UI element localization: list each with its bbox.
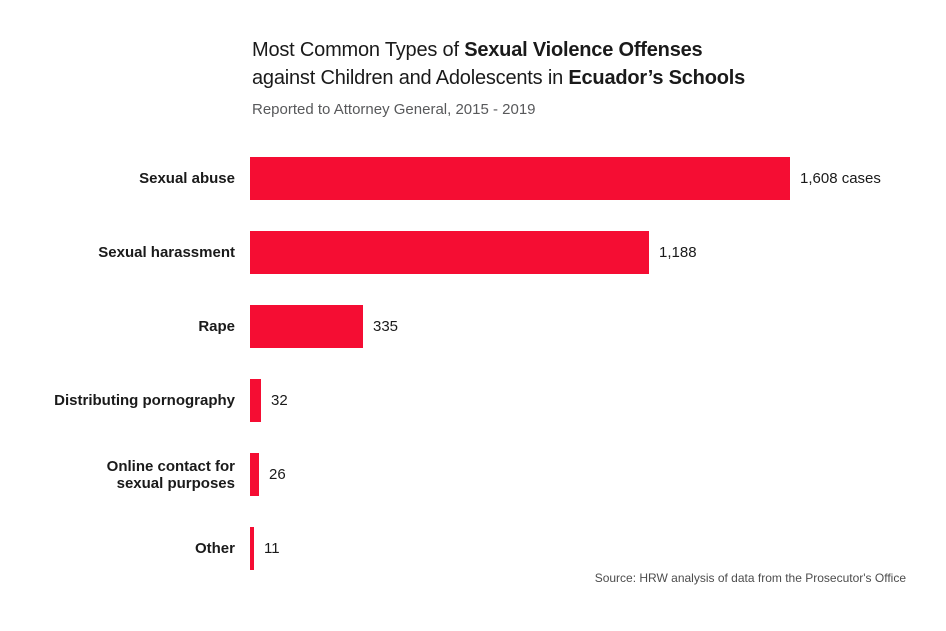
bar-track: 32 (250, 379, 288, 422)
category-label: Rape (198, 318, 235, 335)
bar (250, 527, 254, 570)
bar-row: Rape 335 (0, 305, 946, 348)
bar-row: Online contact for sexual purposes 26 (0, 453, 946, 496)
title-block: Most Common Types of Sexual Violence Off… (252, 36, 892, 119)
value-label: 32 (271, 392, 288, 409)
bar-track: 335 (250, 305, 398, 348)
title-line2-bold: Ecuador’s Schools (568, 67, 746, 89)
bar-rows: Sexual abuse 1,608 cases Sexual harassment… (0, 157, 946, 570)
bar-track: 26 (250, 453, 286, 496)
bar-row: Other 11 (0, 527, 946, 570)
bar-track: 1,608 cases (250, 157, 881, 200)
bar-track: 1,188 (250, 231, 697, 274)
category-label: Online contact for sexual purposes (106, 457, 235, 492)
value-label: 1,608 cases (800, 170, 881, 187)
category-label: Sexual harassment (98, 244, 235, 261)
bar-row: Sexual harassment 1,188 (0, 231, 946, 274)
value-label: 335 (373, 318, 399, 335)
value-label: 26 (269, 466, 286, 483)
category-label: Distributing pornography (54, 392, 235, 409)
bar-row: Sexual abuse 1,608 cases (0, 157, 946, 200)
category-label: Other (194, 540, 235, 557)
value-label: 11 (264, 540, 280, 557)
source-attribution: Source: HRW analysis of data from the Pr… (594, 571, 906, 585)
bar (250, 305, 363, 348)
value-label: 1,188 (659, 244, 697, 261)
chart-subtitle: Reported to Attorney General, 2015 - 201… (252, 101, 536, 118)
bar-row: Distributing pornography 32 (0, 379, 946, 422)
title-line1-regular: Most Common Types of (252, 39, 465, 61)
category-label: Sexual abuse (139, 170, 235, 187)
title-line2-regular: against Children and Adolescents in (252, 67, 569, 89)
bar (250, 157, 790, 200)
bar (250, 453, 259, 496)
bar (250, 379, 261, 422)
bar-track: 11 (250, 527, 280, 570)
chart-title: Most Common Types of Sexual Violence Off… (252, 36, 892, 92)
bar (250, 231, 649, 274)
title-line1-bold: Sexual Violence Offenses (464, 39, 703, 61)
